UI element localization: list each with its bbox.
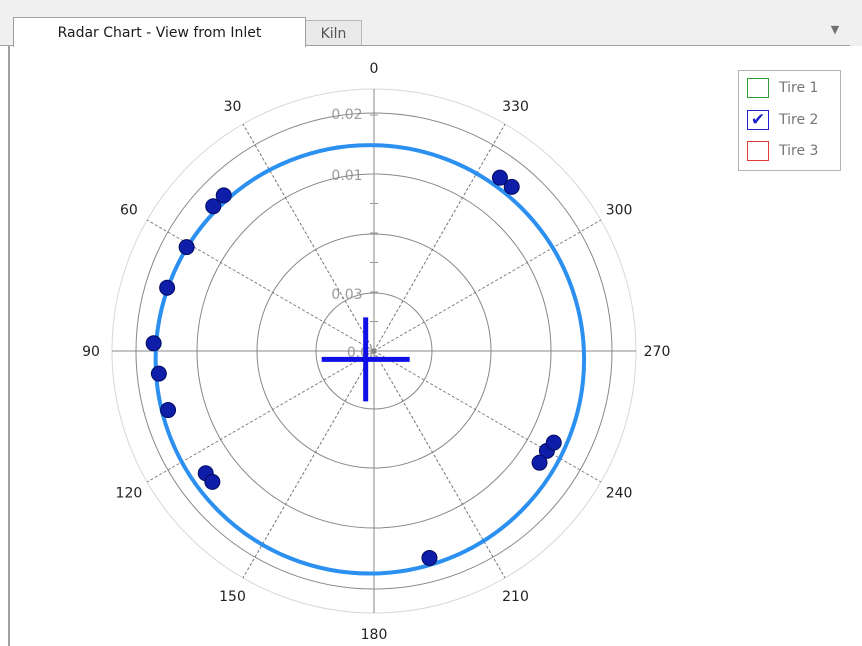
angle-label-0: 0	[370, 61, 379, 77]
tab-strip-divider	[0, 45, 850, 46]
data-point	[159, 279, 176, 296]
data-point	[205, 198, 222, 215]
legend-checkbox-tire-3[interactable]	[747, 141, 769, 161]
legend-item-tire-2[interactable]: ✔ Tire 2	[747, 108, 818, 132]
legend-label: Tire 1	[779, 80, 819, 96]
data-point	[204, 473, 221, 490]
angle-label-120: 120	[116, 486, 143, 502]
tab-strip: Radar Chart - View from Inlet Kiln ▼	[0, 0, 862, 47]
data-point	[531, 454, 548, 471]
fit-circle	[153, 143, 587, 576]
radial-tick-label: 0.02	[331, 107, 362, 123]
data-point	[178, 239, 195, 256]
angle-label-90: 90	[82, 344, 100, 360]
chevron-down-icon[interactable]: ▼	[830, 22, 840, 36]
radial-tick-label: 0.01	[331, 168, 362, 184]
angle-label-240: 240	[606, 486, 633, 502]
data-point	[150, 365, 167, 382]
legend-label: Tire 2	[779, 112, 819, 128]
data-point	[145, 335, 162, 352]
legend: Tire 1 ✔ Tire 2 Tire 3	[738, 70, 841, 171]
data-point	[215, 187, 232, 204]
angle-label-180: 180	[361, 627, 388, 643]
data-point	[503, 178, 520, 195]
legend-checkbox-tire-1[interactable]	[747, 78, 769, 98]
data-point	[421, 549, 438, 566]
spoke-240	[373, 350, 602, 483]
spoke-300	[373, 219, 602, 352]
spoke-120	[146, 350, 375, 483]
data-point	[160, 402, 177, 419]
spoke-150	[242, 350, 375, 579]
angle-label-30: 30	[224, 99, 242, 115]
spoke-30	[242, 123, 375, 352]
content-frame-border	[8, 46, 10, 646]
angle-label-270: 270	[644, 344, 671, 360]
spoke-210	[373, 350, 506, 579]
legend-checkbox-tire-2[interactable]: ✔	[747, 110, 769, 130]
angle-label-60: 60	[120, 203, 138, 219]
legend-item-tire-3[interactable]: Tire 3	[747, 139, 818, 163]
data-point	[545, 434, 562, 451]
tab-radar-chart[interactable]: Radar Chart - View from Inlet	[13, 17, 306, 47]
data-point	[491, 169, 508, 186]
spoke-330	[373, 123, 506, 352]
spoke-60	[146, 219, 375, 352]
angle-label-210: 210	[502, 589, 529, 605]
angle-label-330: 330	[502, 99, 529, 115]
angle-label-300: 300	[606, 203, 633, 219]
legend-item-tire-1[interactable]: Tire 1	[747, 76, 818, 100]
legend-label: Tire 3	[779, 143, 819, 159]
tab-kiln[interactable]: Kiln	[306, 20, 362, 46]
radial-tick-label: 0.03	[331, 287, 362, 303]
angle-label-150: 150	[219, 589, 246, 605]
